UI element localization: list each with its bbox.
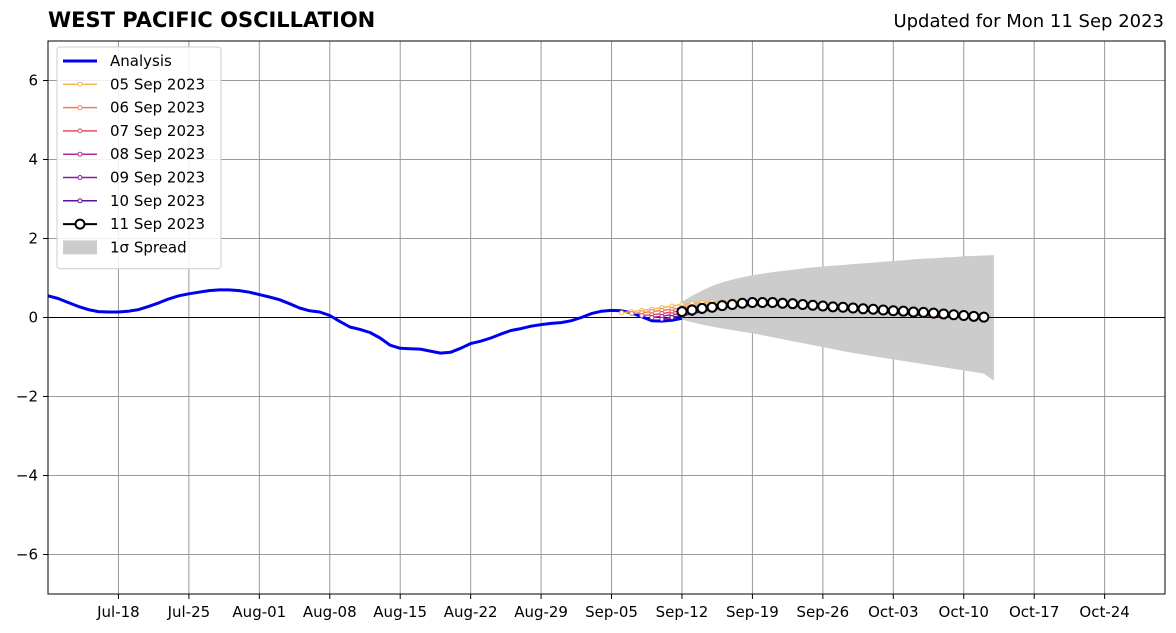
forecast-point [867,303,879,315]
y-tick-label: −6 [16,546,38,564]
forecast-point [649,315,655,320]
gridlines [48,41,1165,594]
forecast-point [857,303,869,315]
x-tick-label: Jul-25 [167,603,211,621]
forecast-point [686,304,698,316]
forecast-point [897,305,909,317]
forecast-point [907,306,919,318]
forecast-point [968,310,980,322]
legend-label: 07 Sep 2023 [110,122,205,140]
forecast-series [676,296,990,323]
legend-swatch [63,240,97,255]
forecast-point [887,305,899,317]
forecast-point [716,300,728,312]
forecast-point [817,300,829,312]
x-tick-label: Jul-18 [96,603,140,621]
forecast-point [706,301,718,313]
forecast-point [837,301,849,313]
forecast-point [767,296,779,308]
legend-marker [74,218,86,230]
forecast-point [676,306,688,318]
x-tick-label: Aug-29 [514,603,568,621]
forecast-point [726,298,738,310]
y-tick-label: −4 [16,467,38,485]
forecast-point [827,301,839,313]
legend-box [56,46,222,270]
forecast-point [696,302,708,314]
y-tick-label: 0 [28,309,38,327]
x-tick-label: Aug-22 [444,603,498,621]
forecast-point [756,296,768,308]
legend-marker [77,151,83,157]
forecast-point [948,309,960,321]
legend-label: 08 Sep 2023 [110,145,205,163]
y-tick-label: 2 [28,230,38,248]
x-tick-label: Sep-19 [726,603,779,621]
x-tick-label: Sep-26 [796,603,849,621]
legend-marker [77,105,83,111]
y-tick-label: −2 [16,388,38,406]
forecast-point [787,298,799,310]
x-tick-label: Oct-24 [1079,603,1129,621]
forecast-point [669,315,675,320]
forecast-point [847,302,859,314]
legend-label: 05 Sep 2023 [110,75,205,93]
legend: Analysis 05 Sep 2023 06 Sep 2023 07 Sep 202… [56,46,222,270]
forecast-point [629,311,635,317]
legend-marker [77,175,83,180]
forecast-point [746,296,758,308]
x-tick-label: Sep-12 [656,603,709,621]
forecast-point [797,298,809,310]
forecast-point [928,307,940,319]
forecast-point [777,297,789,309]
legend-marker [77,81,83,87]
forecast-point [877,304,889,316]
legend-marker [77,128,83,134]
legend-label: 10 Sep 2023 [110,192,205,210]
chart-title: WEST PACIFIC OSCILLATION [48,8,376,32]
legend-label: 09 Sep 2023 [110,169,205,187]
chart-subtitle: Updated for Mon 11 Sep 2023 [893,11,1164,32]
y-tick-label: 4 [28,151,38,169]
forecast-point [736,297,748,309]
forecast-point [807,299,819,311]
legend-marker [77,198,83,204]
x-tick-label: Oct-17 [1009,603,1059,621]
x-tick-label: Aug-08 [303,603,357,621]
forecast-point [619,310,625,316]
legend-label: 1σ Spread [110,238,187,256]
x-tick-label: Aug-01 [232,603,286,621]
forecast-point [938,308,950,320]
x-tick-label: Oct-10 [939,603,989,621]
legend-label: Analysis [110,52,172,70]
forecast-point [917,306,929,318]
legend-label: 11 Sep 2023 [110,215,205,233]
forecast-point [978,311,990,323]
analysis-line [48,288,683,355]
plot-area [48,255,1165,381]
y-tick-label: 6 [28,72,38,90]
x-tick-label: Aug-15 [373,603,427,621]
legend-label: 06 Sep 2023 [110,99,205,117]
forecast-point [639,313,645,319]
x-tick-label: Sep-05 [585,603,638,621]
x-tick-label: Oct-03 [868,603,918,621]
forecast-point [958,310,970,322]
forecast-point [659,316,665,322]
